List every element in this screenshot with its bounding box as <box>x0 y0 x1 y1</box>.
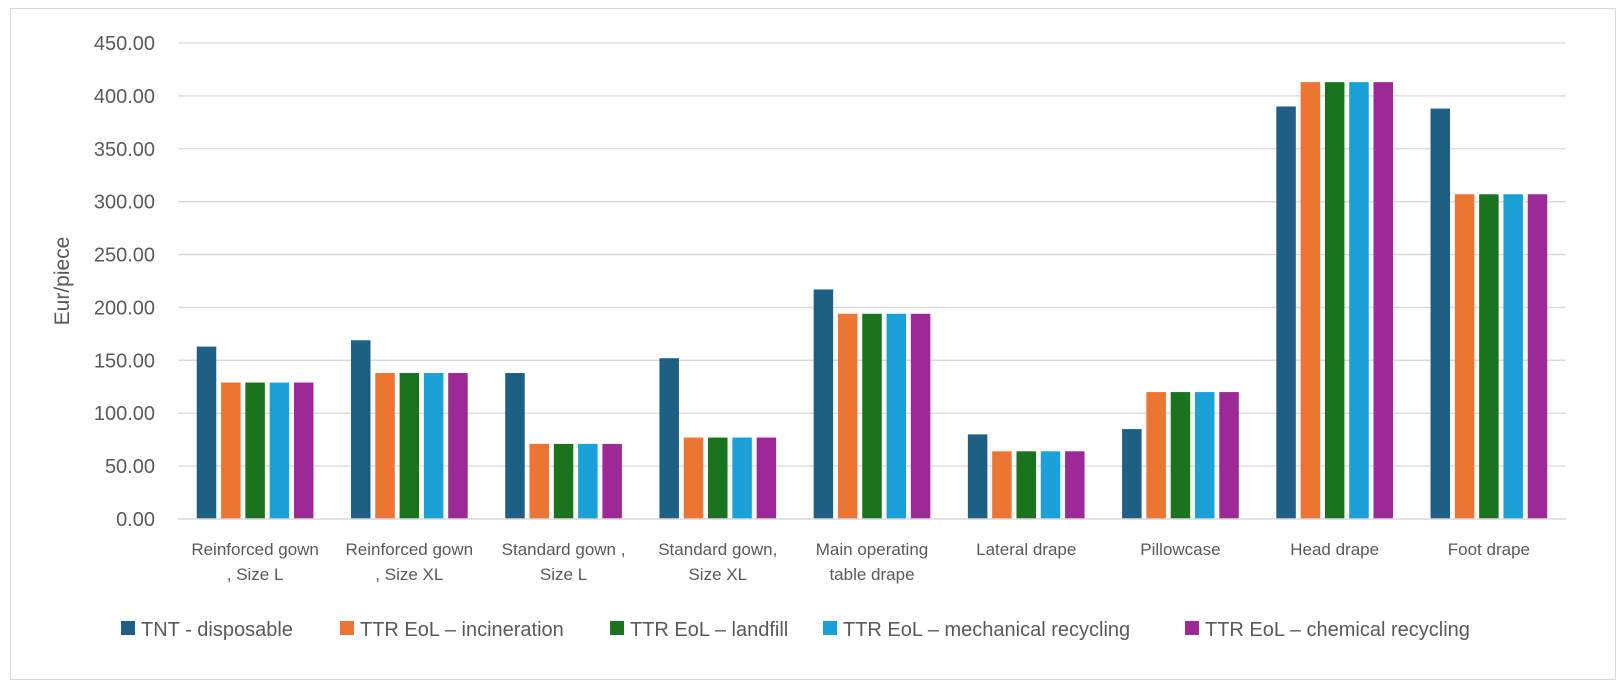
bar <box>448 373 468 519</box>
bar <box>196 346 217 519</box>
bar <box>1300 82 1321 519</box>
bar <box>1454 194 1475 520</box>
bar <box>886 313 907 519</box>
x-tick-label-line: table drape <box>829 565 914 584</box>
x-tick-label-line: , Size L <box>227 565 284 584</box>
legend-swatch <box>610 621 624 635</box>
x-tick-label-line: Head drape <box>1290 540 1379 559</box>
y-tick-label: 250.00 <box>94 245 155 267</box>
x-tick-label: Standard gown , Size L <box>502 540 626 584</box>
y-axis-ticks: 0.00 50.00 100.00 150.00 200.00 250.00 300.00 3… <box>94 33 155 531</box>
legend-label: TTR EoL – incineration <box>360 619 564 641</box>
x-tick-label: Reinforced gown , Size XL <box>346 540 474 584</box>
bar <box>708 437 728 519</box>
bar <box>269 382 290 519</box>
y-tick-label: 200.00 <box>94 297 155 319</box>
bars <box>196 82 1548 520</box>
x-tick-label-line: Foot drape <box>1448 540 1530 559</box>
bar <box>602 443 622 519</box>
x-tick-label: Pillowcase <box>1140 540 1220 559</box>
y-tick-label: 350.00 <box>94 139 155 161</box>
legend: TNT - disposable TTR EoL – incineration TT… <box>121 619 1470 641</box>
bar <box>399 373 420 519</box>
bar <box>862 313 882 519</box>
legend-swatch <box>340 621 354 635</box>
bar <box>529 443 550 519</box>
legend-label: TTR EoL – mechanical recycling <box>843 619 1130 641</box>
bar <box>578 443 598 519</box>
legend-label: TTR EoL – chemical recycling <box>1205 619 1470 641</box>
bar <box>1430 108 1451 520</box>
bar <box>1040 451 1061 519</box>
bar <box>659 358 679 519</box>
bar <box>910 313 931 519</box>
bar <box>683 437 704 519</box>
x-tick-label-line: , Size XL <box>375 565 443 584</box>
x-tick-label: Main operating table drape <box>816 540 928 584</box>
bar <box>1479 194 1499 520</box>
y-axis-label: Eur/piece <box>51 237 74 326</box>
y-tick-label: 100.00 <box>94 403 155 425</box>
y-tick-label: 150.00 <box>94 350 155 372</box>
bar <box>1503 194 1523 520</box>
y-tick-label: 450.00 <box>94 33 155 55</box>
bar <box>1276 106 1296 519</box>
bar <box>293 382 314 519</box>
x-tick-label-line: Lateral drape <box>976 540 1076 559</box>
bar <box>553 443 574 519</box>
x-tick-label: Lateral drape <box>976 540 1076 559</box>
y-tick-label: 0.00 <box>116 509 155 531</box>
bar <box>1194 392 1215 519</box>
bar <box>1016 451 1036 519</box>
bar <box>350 340 371 519</box>
bar <box>375 373 395 519</box>
bar <box>505 373 525 519</box>
bar <box>967 434 988 519</box>
bar <box>1349 82 1369 519</box>
bar <box>1065 451 1085 519</box>
bar <box>1324 82 1345 519</box>
legend-label: TNT - disposable <box>141 619 293 641</box>
x-tick-label-line: Size XL <box>688 565 747 584</box>
x-tick-label-line: Main operating <box>816 540 928 559</box>
bar <box>1170 392 1191 519</box>
bar <box>992 451 1012 519</box>
bar <box>756 437 777 519</box>
bar <box>1527 194 1548 520</box>
bar <box>1146 392 1166 519</box>
x-axis-category-labels: Reinforced gown , Size L Reinforced gown , … <box>191 540 1530 584</box>
bar <box>245 382 265 519</box>
x-tick-label: Foot drape <box>1448 540 1530 559</box>
bar <box>732 437 752 519</box>
x-tick-label-line: Size L <box>540 565 587 584</box>
x-tick-label-line: Standard gown , <box>502 540 626 559</box>
x-tick-label: Reinforced gown , Size L <box>191 540 319 584</box>
bar <box>1373 82 1394 519</box>
bar <box>837 313 858 519</box>
chart-frame <box>10 8 1616 680</box>
y-tick-label: 300.00 <box>94 192 155 214</box>
x-tick-label: Head drape <box>1290 540 1379 559</box>
y-tick-label: 400.00 <box>94 86 155 108</box>
legend-label: TTR EoL – landfill <box>630 619 788 641</box>
bar <box>423 373 444 519</box>
legend-swatch <box>1185 621 1199 635</box>
y-tick-label: 50.00 <box>105 456 155 478</box>
bar <box>813 289 834 519</box>
x-tick-label: Standard gown, Size XL <box>658 540 777 584</box>
x-tick-label-line: Reinforced gown <box>346 540 474 559</box>
bar <box>221 382 241 519</box>
x-tick-label-line: Reinforced gown <box>191 540 319 559</box>
bar <box>1122 429 1142 519</box>
bar <box>1219 392 1239 519</box>
x-tick-label-line: Pillowcase <box>1140 540 1220 559</box>
x-tick-label-line: Standard gown, <box>658 540 777 559</box>
legend-swatch <box>121 621 135 635</box>
legend-swatch <box>823 621 837 635</box>
